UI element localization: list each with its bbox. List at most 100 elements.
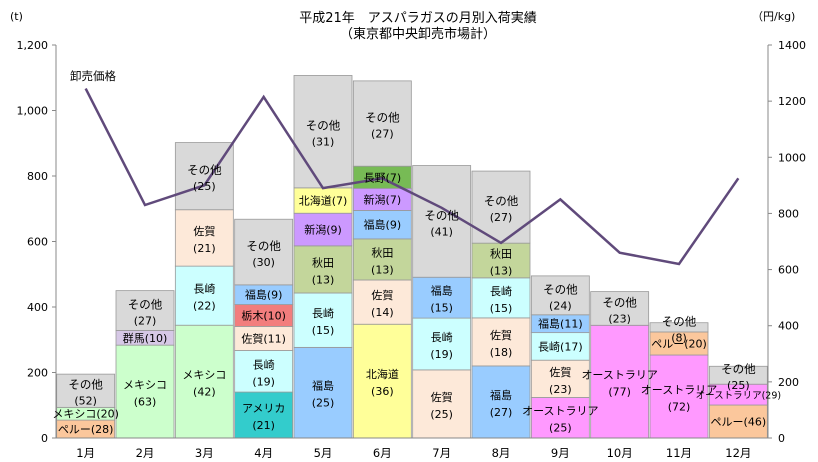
price-line-layer: 卸売価格 xyxy=(70,69,740,266)
segment-value-label: (72) xyxy=(668,400,691,413)
bar-segment xyxy=(352,323,412,439)
segment-value-label: (21) xyxy=(193,242,216,255)
bar-segment xyxy=(649,322,709,333)
segment-value-label: (27) xyxy=(371,128,394,141)
segment-name-label: 佐賀 xyxy=(193,224,215,238)
segment-name-label: 秋田 xyxy=(371,245,393,259)
bar-segment xyxy=(530,275,590,316)
y-tick-label: 600 xyxy=(27,236,48,249)
x-tick-label: 6月 xyxy=(373,446,392,460)
segment-value-label: (15) xyxy=(490,302,513,315)
segment-name-label: 佐賀 xyxy=(490,328,512,342)
segment-name-label: その他 xyxy=(662,314,697,328)
segment-label: 長崎(17) xyxy=(538,339,583,353)
bar-segment xyxy=(471,242,531,279)
segment-name-label: その他 xyxy=(484,194,519,208)
segment-label: 北海道(7) xyxy=(299,194,348,208)
segment-value-label: (25) xyxy=(727,379,750,392)
segment-name-label: その他 xyxy=(246,239,281,253)
bar-segment xyxy=(352,210,412,240)
segment-label: 長野(7) xyxy=(364,171,402,184)
bar-segment xyxy=(708,365,768,385)
segment-value-label: (36) xyxy=(371,385,394,398)
y2-tick-label: 400 xyxy=(778,320,799,333)
segment-label: ペルー(46) xyxy=(711,416,767,429)
segment-value-label: (27) xyxy=(490,406,513,419)
y-tick-label: 800 xyxy=(27,170,48,183)
bar-segment xyxy=(234,218,294,286)
bar-segment xyxy=(293,75,353,189)
segment-value-label: (22) xyxy=(193,300,216,313)
x-tick-label: 5月 xyxy=(314,446,333,460)
y2-tick-label: 200 xyxy=(778,376,799,389)
segment-value-label: (52) xyxy=(74,395,97,408)
y-tick-label: 400 xyxy=(27,301,48,314)
segment-name-label: メキシコ xyxy=(123,379,167,392)
segment-value-label: (77) xyxy=(608,386,631,399)
segment-value-label: (23) xyxy=(549,383,572,396)
segment-value-label: (63) xyxy=(134,396,157,409)
y-tick-label: 200 xyxy=(27,367,48,380)
bar-segment xyxy=(649,354,709,439)
x-tick-label: 4月 xyxy=(254,446,273,460)
bar-segment xyxy=(412,317,472,371)
y-axis-unit-right: （円/kg) xyxy=(752,10,795,23)
bar-segment xyxy=(293,346,353,439)
chart-title: 平成21年 アスパラガスの月別入荷実績 xyxy=(299,10,537,26)
segment-label: 福島(9) xyxy=(364,218,402,232)
bar-segment xyxy=(174,142,234,211)
bar-segment xyxy=(293,187,353,214)
bar-segment xyxy=(530,397,590,439)
segment-name-label: オーストラリア xyxy=(522,405,598,418)
segment-name-label: その他 xyxy=(68,378,103,392)
segment-value-label: (15) xyxy=(312,324,335,337)
segment-value-label: (25) xyxy=(549,422,572,435)
segment-name-label: 長崎 xyxy=(253,357,275,371)
segment-label: ペルー(28) xyxy=(58,423,114,436)
segment-value-label: (21) xyxy=(252,419,275,432)
segment-value-label: (18) xyxy=(490,346,513,359)
segment-name-label: 長崎 xyxy=(193,282,215,296)
price-line-label: 卸売価格 xyxy=(70,69,116,83)
y2-tick-label: 1000 xyxy=(778,151,806,164)
segment-name-label: その他 xyxy=(424,208,459,222)
segment-label: オーストラリア(29) xyxy=(696,391,782,402)
segment-value-label: (27) xyxy=(134,315,157,328)
segment-label: 佐賀(11) xyxy=(241,331,286,345)
segment-name-label: その他 xyxy=(365,111,400,125)
segment-name-label: 佐賀 xyxy=(549,365,571,379)
bar-segment xyxy=(412,276,472,319)
bar-segment xyxy=(412,165,472,278)
bar-segment xyxy=(115,344,175,439)
segment-value-label: (25) xyxy=(430,408,453,421)
segment-label: 福島(9) xyxy=(245,288,283,302)
bar-segment xyxy=(293,292,353,348)
segment-label: メキシコ(20) xyxy=(52,408,119,421)
y2-tick-label: 1200 xyxy=(778,95,806,108)
bar-segment xyxy=(234,391,294,439)
x-tick-label: 10月 xyxy=(607,446,633,460)
segment-name-label: その他 xyxy=(128,298,163,312)
y-tick-label: 1,200 xyxy=(17,39,49,52)
segment-value-label: (25) xyxy=(312,397,335,410)
segment-value-label: (13) xyxy=(312,273,335,286)
segment-value-label: (15) xyxy=(430,302,453,315)
segment-name-label: 北海道 xyxy=(366,367,399,381)
bar-segment xyxy=(590,291,650,326)
x-tick-label: 9月 xyxy=(551,446,570,460)
segment-label: 新潟(9) xyxy=(304,223,342,237)
segment-value-label: (24) xyxy=(549,299,572,312)
segment-value-label: (25) xyxy=(193,180,216,193)
segment-name-label: メキシコ xyxy=(182,369,226,382)
bar-segment xyxy=(293,212,353,247)
y-axis-unit-left: (t) xyxy=(10,10,23,23)
segment-value-label: (42) xyxy=(193,386,216,399)
bar-segment xyxy=(234,326,294,351)
bar-segment xyxy=(412,369,472,439)
y2-tick-label: 600 xyxy=(778,264,799,277)
x-tick-label: 11月 xyxy=(666,446,692,460)
segment-name-label: その他 xyxy=(187,163,222,177)
y2-tick-label: 0 xyxy=(778,432,785,445)
segment-label: 福島(11) xyxy=(538,317,583,331)
